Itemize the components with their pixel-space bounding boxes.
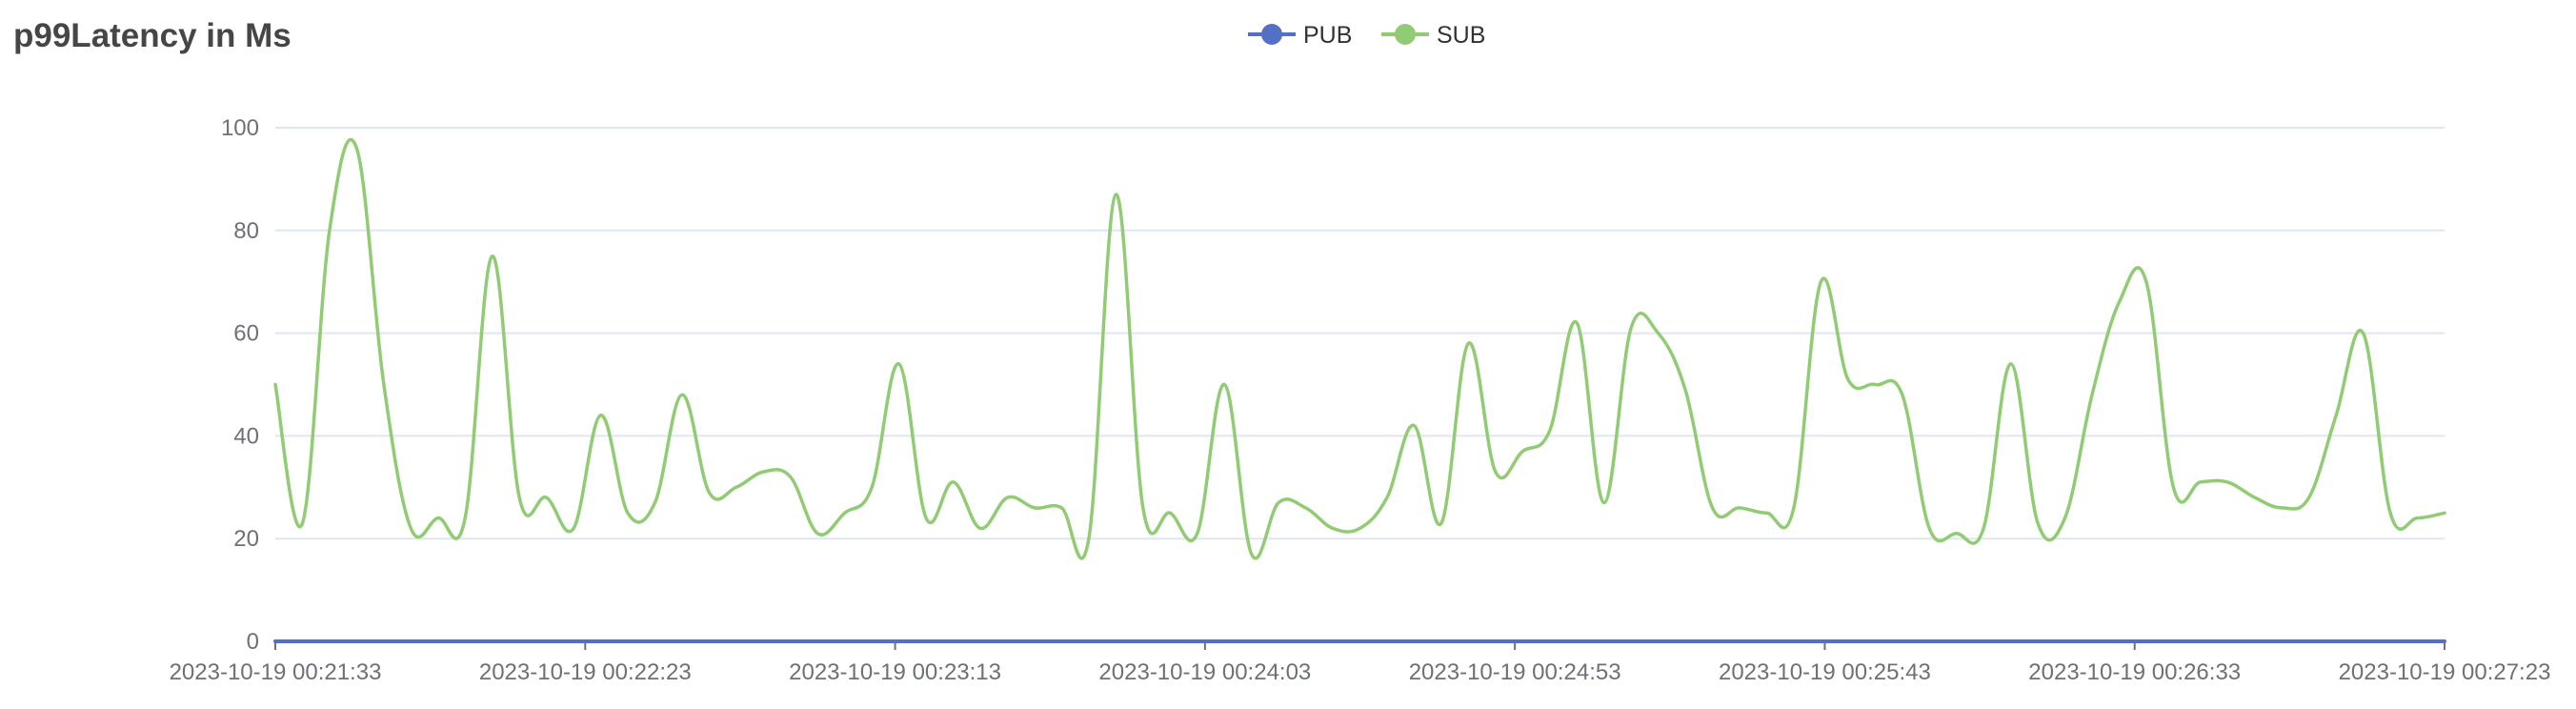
chart-title: p99Latency in Ms xyxy=(13,17,292,54)
x-tick-label: 2023-10-19 00:27:23 xyxy=(2339,659,2551,685)
x-tick-label: 2023-10-19 00:23:13 xyxy=(789,659,1001,685)
legend-item-sub[interactable]: SUB xyxy=(1381,22,1485,49)
x-tick-label: 2023-10-19 00:24:53 xyxy=(1409,659,1621,685)
y-tick-label: 20 xyxy=(233,526,259,552)
legend-label: SUB xyxy=(1437,22,1485,49)
legend-item-pub[interactable]: PUB xyxy=(1248,22,1352,49)
x-tick-label: 2023-10-19 00:24:03 xyxy=(1098,659,1311,685)
y-axis: 0 20 40 60 80 100 xyxy=(221,115,259,655)
x-tick-label: 2023-10-19 00:26:33 xyxy=(2028,659,2241,685)
y-tick-label: 80 xyxy=(233,218,259,244)
series-lines xyxy=(273,137,2446,644)
legend[interactable]: PUB SUB xyxy=(1248,22,1485,49)
series-line-sub xyxy=(273,137,2446,560)
x-tick-label: 2023-10-19 00:25:43 xyxy=(1719,659,1931,685)
y-tick-label: 0 xyxy=(247,629,259,655)
legend-marker xyxy=(1395,24,1416,45)
x-tick-label: 2023-10-19 00:21:33 xyxy=(170,659,382,685)
legend-marker xyxy=(1261,24,1282,45)
y-tick-label: 60 xyxy=(233,321,259,347)
legend-label: PUB xyxy=(1303,22,1352,49)
y-tick-label: 100 xyxy=(221,115,259,141)
y-tick-label: 40 xyxy=(233,423,259,449)
x-axis: 2023-10-19 00:21:33 2023-10-19 00:22:23 20… xyxy=(170,640,2551,685)
x-tick-label: 2023-10-19 00:22:23 xyxy=(479,659,692,685)
grid-lines xyxy=(275,127,2445,540)
